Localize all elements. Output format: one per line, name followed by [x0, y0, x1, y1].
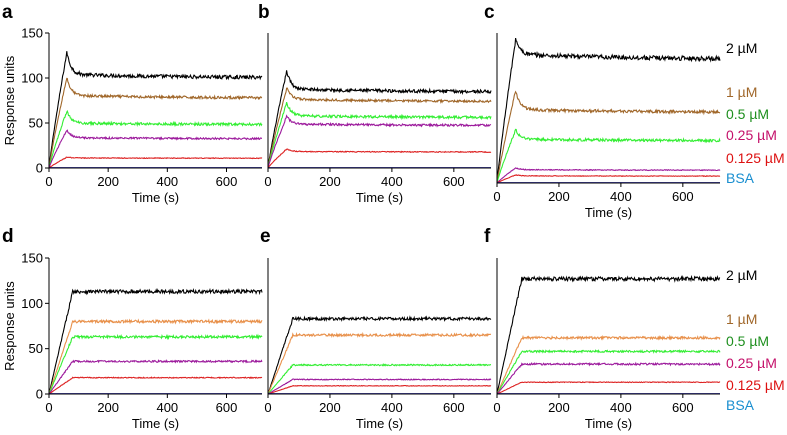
- x-tick-label-e-200: 200: [319, 400, 341, 415]
- panel-d: d 0 200 400 600 0 50 100 150 Time (s) Response uni…: [2, 226, 263, 431]
- trace-b-2-m: [267, 70, 492, 169]
- trace-c-1-m: [496, 90, 721, 184]
- panel-e: e 0 200 400 600 Time (s): [260, 226, 492, 431]
- panel-letter-f: f: [484, 226, 491, 247]
- trace-a-1-m: [48, 77, 263, 169]
- y-tick-label-d-0: 0: [36, 387, 43, 402]
- x-tick-label-b-600: 600: [443, 174, 465, 189]
- x-tick-label-c-200: 200: [548, 189, 570, 204]
- x-tick-label-f-200: 200: [548, 400, 570, 415]
- x-tick-label-f-0: 0: [493, 400, 500, 415]
- x-axis-label-d: Time (s): [132, 416, 179, 431]
- x-tick-label-c-400: 400: [610, 189, 632, 204]
- trace-f-0-125-m: [496, 381, 721, 395]
- x-tick-label-a-200: 200: [97, 174, 119, 189]
- x-axis-label-b: Time (s): [356, 190, 403, 205]
- y-tick-label-a-150: 150: [21, 26, 43, 41]
- panel-letter-c: c: [484, 2, 495, 23]
- trace-e-0-25-m: [267, 378, 492, 395]
- panel-a: a 0 200 400 600 0 50 100 150 Time (s) Response uni…: [2, 2, 263, 205]
- legend-bottom-0-25-m: 0.25 µM: [726, 355, 777, 371]
- x-tick-label-f-600: 600: [672, 400, 694, 415]
- x-tick-label-d-600: 600: [216, 400, 238, 415]
- x-tick-label-a-600: 600: [216, 174, 238, 189]
- y-tick-label-a-0: 0: [36, 161, 43, 176]
- legend-bottom-0-125-m: 0.125 µM: [726, 377, 785, 393]
- x-axis-label-e: Time (s): [356, 416, 403, 431]
- trace-a-0-5-m: [48, 109, 263, 169]
- legend-bottom-2-m: 2 µM: [726, 267, 757, 283]
- trace-d-0-5-m: [48, 333, 263, 395]
- x-tick-label-d-400: 400: [156, 400, 178, 415]
- trace-d-0-125-m: [48, 376, 263, 395]
- trace-a-0-25-m: [48, 129, 262, 169]
- trace-e-0-125-m: [267, 384, 492, 395]
- legend-top-0-125-m: 0.125 µM: [726, 150, 785, 166]
- trace-b-0-25-m: [267, 114, 492, 169]
- trace-a-0-125-m: [48, 156, 263, 169]
- trace-f-0-5-m: [496, 349, 721, 395]
- trace-e-0-5-m: [267, 363, 492, 395]
- y-axis-label-a: Response units: [2, 55, 17, 145]
- x-tick-label-a-400: 400: [156, 174, 178, 189]
- y-axis-label-d: Response units: [2, 281, 17, 371]
- y-tick-label-d-150: 150: [21, 251, 43, 266]
- panel-letter-e: e: [260, 226, 271, 247]
- legend-top: 2 µM 1 µM 0.5 µM 0.25 µM 0.125 µM BSA: [726, 40, 785, 186]
- trace-f-2-m: [496, 274, 721, 395]
- y-tick-label-d-100: 100: [21, 296, 43, 311]
- trace-a-2-m: [48, 51, 263, 169]
- x-axis-label-c: Time (s): [585, 205, 632, 220]
- legend-top-0-5-m: 0.5 µM: [726, 106, 769, 122]
- panel-f: f 0 200 400 600 Time (s): [484, 226, 721, 431]
- x-tick-label-c-600: 600: [672, 189, 694, 204]
- trace-d-2-m: [48, 287, 263, 395]
- trace-c-0-125-m: [496, 174, 721, 184]
- trace-e-2-m: [267, 315, 492, 395]
- x-tick-label-b-0: 0: [264, 174, 271, 189]
- legend-top-bsa: BSA: [726, 170, 755, 186]
- panel-c: c 0 200 400 600 Time (s): [484, 2, 721, 220]
- y-tick-label-d-50: 50: [29, 341, 43, 356]
- trace-c-0-25-m: [496, 167, 721, 184]
- legend-top-0-25-m: 0.25 µM: [726, 127, 777, 143]
- panel-letter-d: d: [2, 226, 14, 247]
- x-tick-label-d-0: 0: [45, 400, 52, 415]
- x-tick-label-c-0: 0: [493, 189, 500, 204]
- trace-f-1-m: [496, 334, 721, 395]
- panel-b: b 0 200 400 600 Time (s): [258, 2, 492, 205]
- legend-top-1-m: 1 µM: [726, 84, 757, 100]
- legend-bottom-1-m: 1 µM: [726, 311, 757, 327]
- y-tick-label-a-100: 100: [21, 71, 43, 86]
- panel-letter-a: a: [2, 2, 13, 23]
- trace-e-1-m: [267, 331, 491, 395]
- x-tick-label-b-200: 200: [319, 174, 341, 189]
- legend-top-2-m: 2 µM: [726, 40, 757, 56]
- x-axis-label-a: Time (s): [132, 190, 179, 205]
- x-axis-label-f: Time (s): [585, 416, 632, 431]
- trace-c-0-5-m: [496, 128, 721, 184]
- legend-bottom-bsa: BSA: [726, 397, 755, 413]
- x-tick-label-d-200: 200: [97, 400, 119, 415]
- trace-b-1-m: [267, 87, 492, 169]
- trace-c-2-m: [496, 37, 721, 184]
- x-tick-label-f-400: 400: [610, 400, 632, 415]
- trace-b-0-125-m: [267, 148, 492, 169]
- trace-f-0-25-m: [496, 361, 721, 395]
- trace-d-1-m: [48, 318, 263, 395]
- x-tick-label-e-600: 600: [443, 400, 465, 415]
- panel-letter-b: b: [258, 2, 270, 23]
- x-tick-label-a-0: 0: [45, 174, 52, 189]
- x-tick-label-b-400: 400: [381, 174, 403, 189]
- x-tick-label-e-400: 400: [381, 400, 403, 415]
- y-tick-label-a-50: 50: [29, 116, 43, 131]
- legend-bottom-0-5-m: 0.5 µM: [726, 333, 769, 349]
- trace-b-0-5-m: [267, 101, 492, 169]
- x-tick-label-e-0: 0: [264, 400, 271, 415]
- legend-bottom: 2 µM 1 µM 0.5 µM 0.25 µM 0.125 µM BSA: [726, 267, 785, 413]
- trace-d-0-25-m: [48, 359, 263, 395]
